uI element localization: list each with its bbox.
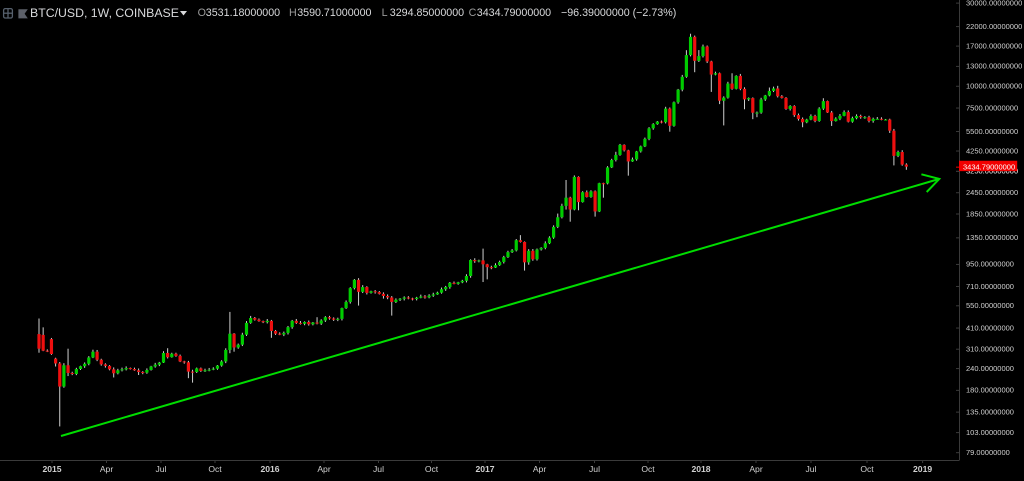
svg-text:Jul: Jul xyxy=(373,464,384,474)
svg-text:Oct: Oct xyxy=(425,464,439,474)
svg-text:Apr: Apr xyxy=(533,464,547,474)
svg-text:Apr: Apr xyxy=(317,464,331,474)
svg-text:Oct: Oct xyxy=(208,464,222,474)
svg-text:13000.00000000: 13000.00000000 xyxy=(966,62,1022,71)
svg-text:79.00000000: 79.00000000 xyxy=(966,448,1010,457)
svg-text:10000.00000000: 10000.00000000 xyxy=(966,82,1022,91)
svg-text:2450.00000000: 2450.00000000 xyxy=(966,188,1018,197)
svg-text:22000.00000000: 22000.00000000 xyxy=(966,22,1022,31)
svg-text:30000.00000000: 30000.00000000 xyxy=(966,0,1022,7)
svg-text:2015: 2015 xyxy=(42,464,61,474)
svg-text:1850.00000000: 1850.00000000 xyxy=(966,209,1018,218)
svg-text:1350.00000000: 1350.00000000 xyxy=(966,233,1018,242)
svg-text:135.00000000: 135.00000000 xyxy=(966,407,1014,416)
svg-text:H: H xyxy=(289,7,297,19)
svg-text:2018: 2018 xyxy=(691,464,710,474)
svg-text:3294.85000000: 3294.85000000 xyxy=(390,7,464,19)
svg-text:2019: 2019 xyxy=(913,464,932,474)
svg-text:180.00000000: 180.00000000 xyxy=(966,386,1014,395)
svg-text:Oct: Oct xyxy=(641,464,655,474)
svg-text:3590.71000000: 3590.71000000 xyxy=(297,7,371,19)
svg-text:Apr: Apr xyxy=(749,464,763,474)
svg-text:4250.00000000: 4250.00000000 xyxy=(966,146,1018,155)
svg-text:3434.79000000: 3434.79000000 xyxy=(477,7,551,19)
svg-text:240.00000000: 240.00000000 xyxy=(966,364,1014,373)
svg-text:2016: 2016 xyxy=(260,464,279,474)
svg-text:Oct: Oct xyxy=(860,464,874,474)
svg-text:3531.18000000: 3531.18000000 xyxy=(206,7,280,19)
svg-text:Jul: Jul xyxy=(806,464,817,474)
svg-text:103.00000000: 103.00000000 xyxy=(966,428,1014,437)
svg-text:O: O xyxy=(198,7,206,19)
svg-text:3434.79000000: 3434.79000000 xyxy=(963,162,1015,171)
svg-text:17000.00000000: 17000.00000000 xyxy=(966,41,1022,50)
svg-text:5500.00000000: 5500.00000000 xyxy=(966,127,1018,136)
svg-text:550.00000000: 550.00000000 xyxy=(966,301,1014,310)
svg-text:Jul: Jul xyxy=(156,464,167,474)
svg-text:Apr: Apr xyxy=(100,464,114,474)
svg-text:BTC/USD, 1W, COINBASE: BTC/USD, 1W, COINBASE xyxy=(30,6,179,20)
svg-text:C: C xyxy=(469,7,477,19)
svg-text:2017: 2017 xyxy=(475,464,494,474)
svg-text:−96.39000000 (−2.73%): −96.39000000 (−2.73%) xyxy=(561,7,676,19)
svg-text:310.00000000: 310.00000000 xyxy=(966,345,1014,354)
svg-text:Jul: Jul xyxy=(589,464,600,474)
svg-text:950.00000000: 950.00000000 xyxy=(966,260,1014,269)
svg-text:410.00000000: 410.00000000 xyxy=(966,323,1014,332)
svg-text:710.00000000: 710.00000000 xyxy=(966,282,1014,291)
svg-text:7500.00000000: 7500.00000000 xyxy=(966,103,1018,112)
svg-text:L: L xyxy=(382,7,388,19)
